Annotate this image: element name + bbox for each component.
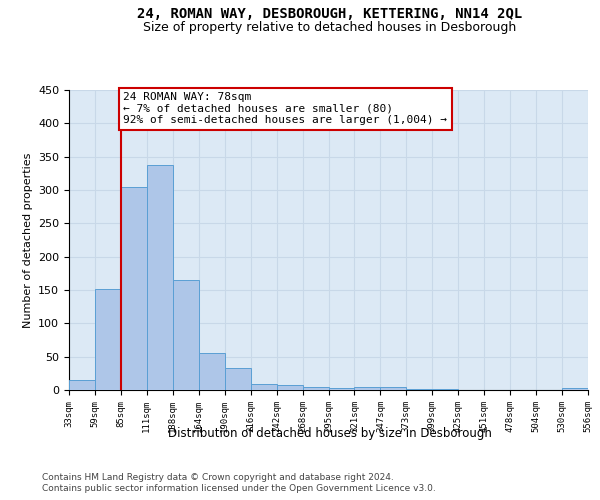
Bar [121, 186, 147, 390]
Text: 24, ROMAN WAY, DESBOROUGH, KETTERING, NN14 2QL: 24, ROMAN WAY, DESBOROUGH, KETTERING, NN… [137, 8, 523, 22]
Bar [173, 280, 199, 390]
Bar [277, 386, 302, 390]
Text: Distribution of detached houses by size in Desborough: Distribution of detached houses by size … [168, 428, 492, 440]
Text: Size of property relative to detached houses in Desborough: Size of property relative to detached ho… [143, 22, 517, 35]
Bar [355, 386, 380, 390]
Bar [69, 380, 95, 390]
Bar [562, 388, 588, 390]
Bar [406, 388, 432, 390]
Bar [199, 352, 224, 390]
Bar [302, 386, 329, 390]
Text: Contains public sector information licensed under the Open Government Licence v3: Contains public sector information licen… [42, 484, 436, 493]
Bar [147, 164, 173, 390]
Bar [225, 368, 251, 390]
Bar [380, 386, 406, 390]
Text: 24 ROMAN WAY: 78sqm
← 7% of detached houses are smaller (80)
92% of semi-detache: 24 ROMAN WAY: 78sqm ← 7% of detached hou… [124, 92, 448, 125]
Bar [251, 384, 277, 390]
Bar [95, 288, 121, 390]
Y-axis label: Number of detached properties: Number of detached properties [23, 152, 32, 328]
Bar [329, 388, 355, 390]
Text: Contains HM Land Registry data © Crown copyright and database right 2024.: Contains HM Land Registry data © Crown c… [42, 472, 394, 482]
